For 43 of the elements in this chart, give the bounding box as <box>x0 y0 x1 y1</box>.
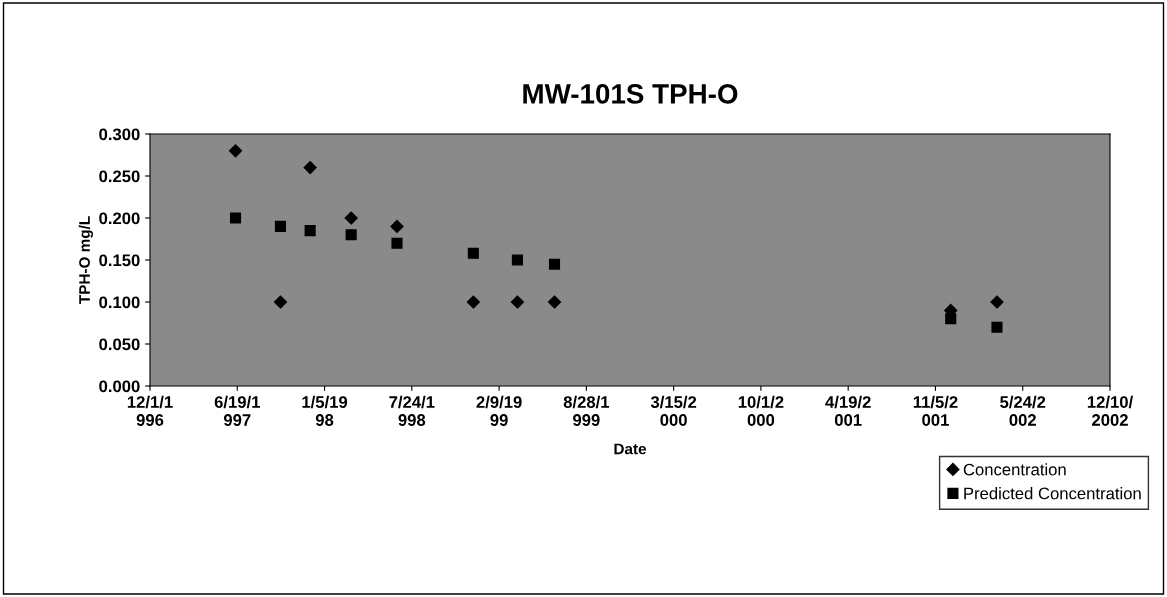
point <box>991 321 1003 333</box>
point <box>344 211 358 225</box>
x-tick-label: 4/19/2 001 <box>825 395 871 426</box>
y-tick-label: 0.250 <box>99 170 140 183</box>
point <box>945 313 957 325</box>
x-tick-label: 2/9/19 99 <box>476 395 522 426</box>
x-tick-label: 12/10/ 2002 <box>1087 395 1134 426</box>
x-tick-label: 3/15/2 000 <box>650 395 697 426</box>
x-tick-label: 6/19/1 997 <box>214 395 260 426</box>
chart-title: MW-101S TPH-O <box>523 84 738 104</box>
x-tick-label: 8/28/1 999 <box>563 395 610 426</box>
y-axis-title: TPH-O mg/L <box>78 216 94 304</box>
x-tick-label: 7/24/1 998 <box>389 395 435 426</box>
point <box>345 229 357 241</box>
y-tick-label: 0.100 <box>99 296 140 309</box>
point <box>303 161 317 175</box>
y-tick-label: 0.050 <box>99 338 140 351</box>
point <box>273 295 288 309</box>
point <box>274 220 287 232</box>
x-tick-label: 10/1/2 000 <box>738 395 784 426</box>
y-tick-label: 0.000 <box>99 380 140 393</box>
legend-label: Concentration <box>963 463 1066 476</box>
point <box>548 258 561 270</box>
x-axis-title: Date <box>614 443 647 455</box>
point <box>228 144 243 158</box>
point <box>547 295 562 309</box>
point <box>511 254 523 266</box>
y-tick-label: 0.300 <box>99 128 140 141</box>
point <box>466 295 480 309</box>
legend-label: Predicted Concentration <box>964 487 1141 500</box>
x-tick-label: 5/24/2 002 <box>1000 395 1046 426</box>
y-tick-label: 0.200 <box>99 212 140 225</box>
x-tick-label: 1/5/19 98 <box>302 395 348 426</box>
x-tick-label: 11/5/2 001 <box>913 395 958 426</box>
y-tick-label: 0.150 <box>99 254 140 267</box>
point <box>304 225 316 237</box>
point <box>229 212 242 224</box>
point <box>390 219 404 233</box>
point <box>467 247 479 259</box>
x-tick-label: 12/1/1 996 <box>127 395 173 426</box>
point <box>510 295 525 309</box>
point <box>391 237 403 249</box>
point <box>990 295 1004 309</box>
